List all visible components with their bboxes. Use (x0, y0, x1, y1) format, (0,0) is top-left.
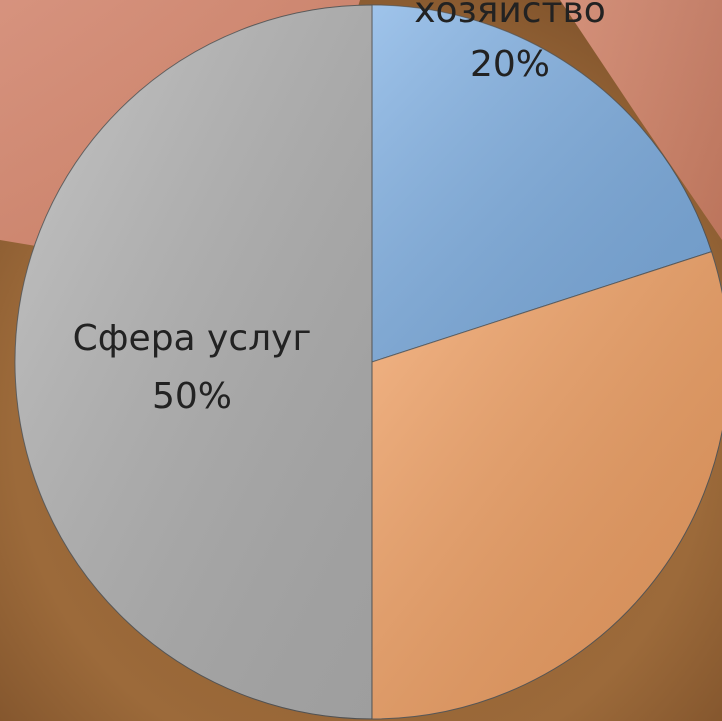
slice-value-label: 50% (152, 376, 232, 417)
pie: хозяйство 20% Сфера услуг 50% (15, 0, 722, 719)
slice-label: Сфера услуг (73, 318, 312, 359)
slice-value-label: 20% (470, 44, 550, 85)
chart: хозяйство 20% Сфера услуг 50% (0, 0, 722, 721)
slice-label: хозяйство (414, 0, 606, 31)
